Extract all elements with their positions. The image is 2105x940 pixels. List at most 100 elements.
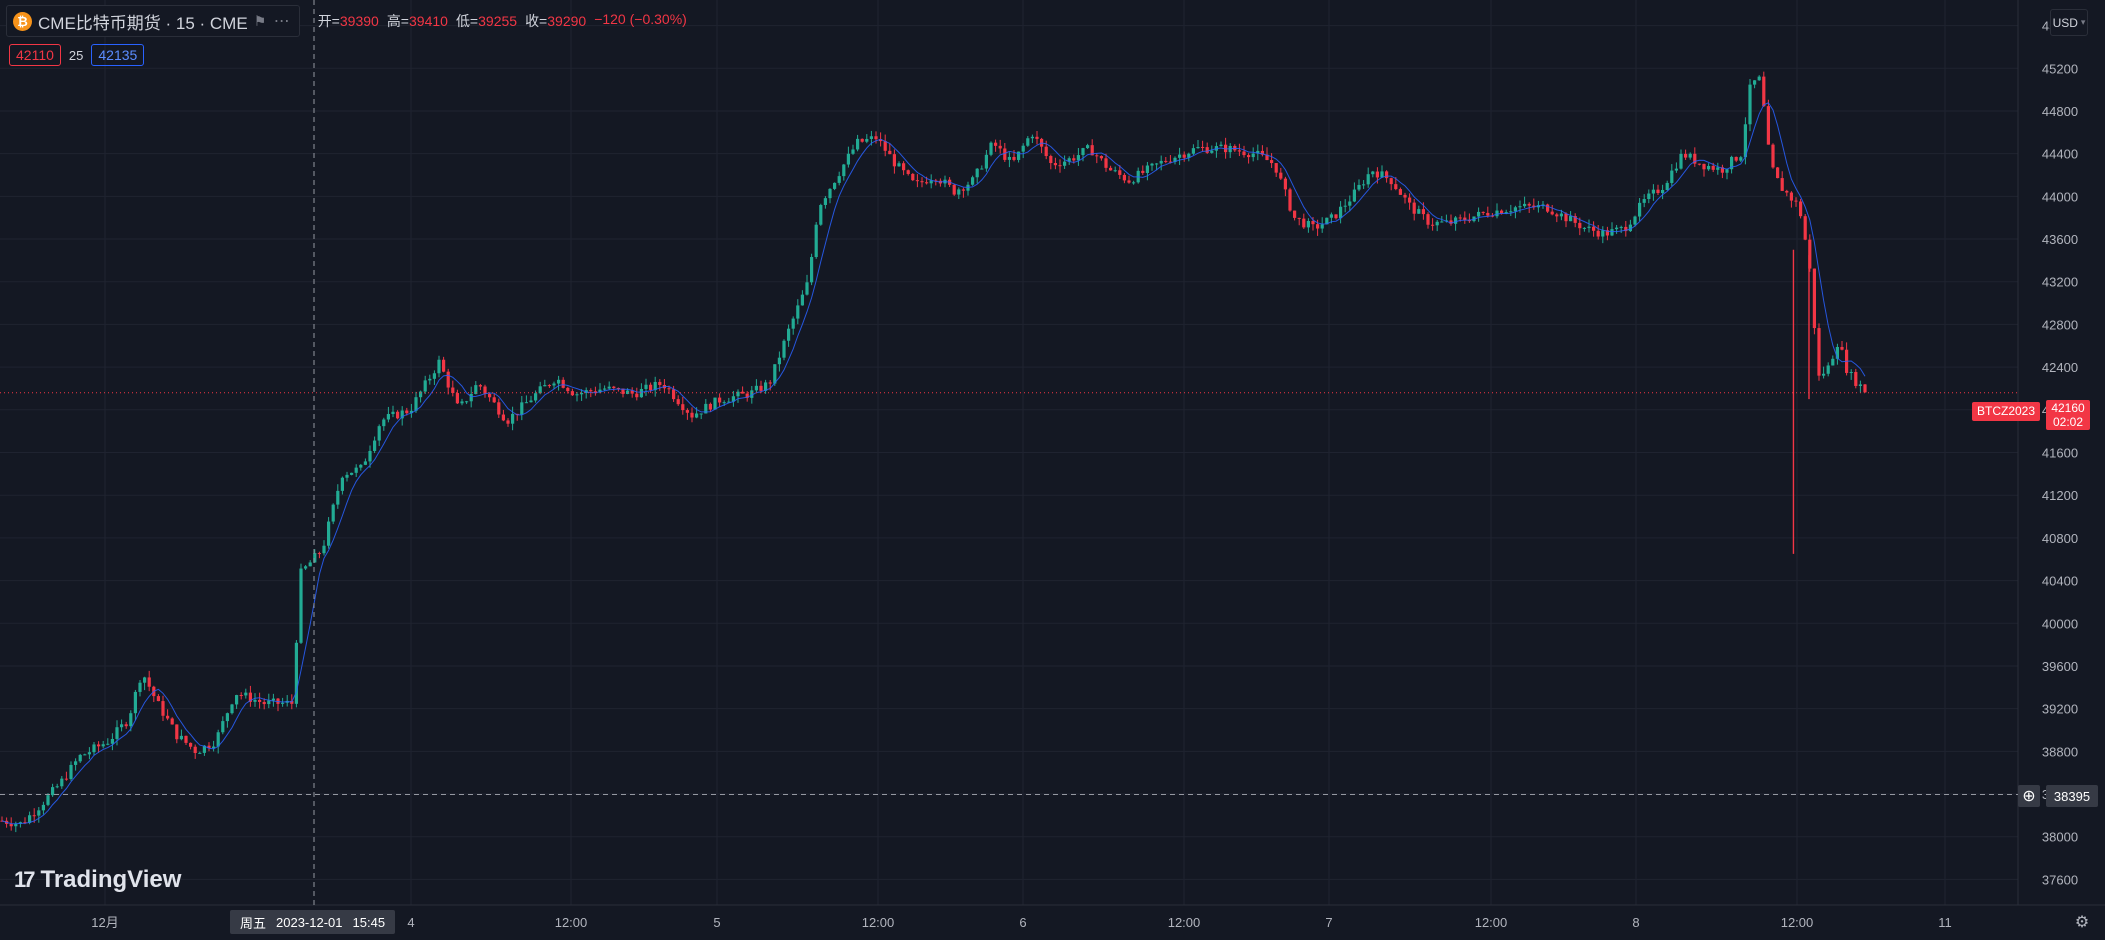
candle-body xyxy=(1863,384,1867,393)
y-tick-label: 39600 xyxy=(2042,659,2078,674)
candle-body xyxy=(469,393,473,402)
candle-body xyxy=(1247,155,1251,158)
candle-body xyxy=(1771,144,1775,168)
candle-body xyxy=(161,701,165,716)
candle-body xyxy=(1730,156,1734,170)
candle-body xyxy=(1375,171,1379,178)
candle-body xyxy=(1431,224,1435,226)
symbol-selector[interactable]: ₿ CME比特币期货 · 15 · CME ⚑ ⋯ xyxy=(6,5,300,37)
candle-body xyxy=(984,154,988,169)
candle-body xyxy=(1270,160,1274,164)
tradingview-logo[interactable]: 17 TradingView xyxy=(14,866,181,894)
candle-body xyxy=(437,359,441,374)
candle-body xyxy=(1679,153,1683,169)
candle-body xyxy=(561,379,565,388)
candle-body xyxy=(607,386,611,389)
candle-body xyxy=(980,168,984,170)
candle-body xyxy=(483,386,487,394)
candle-body xyxy=(957,189,961,195)
candle-body xyxy=(1012,156,1016,160)
candle-body xyxy=(28,815,32,823)
candle-body xyxy=(9,823,13,827)
candle-body xyxy=(474,385,478,394)
candle-body xyxy=(1725,169,1729,173)
candle-body xyxy=(989,142,993,155)
currency-button[interactable]: USD ▾ xyxy=(2050,9,2088,36)
candle-body xyxy=(1357,184,1361,190)
candle-body xyxy=(1826,365,1830,374)
candle-body xyxy=(1182,154,1186,158)
y-tick-label: 44800 xyxy=(2042,104,2078,119)
candle-body xyxy=(290,700,294,704)
candle-body xyxy=(1472,216,1476,222)
candle-body xyxy=(658,381,662,385)
candle-body xyxy=(722,402,726,404)
candle-body xyxy=(1164,160,1168,162)
candle-body xyxy=(1449,220,1453,224)
ohlc-close: 收=39290 xyxy=(525,13,587,29)
y-tick-label: 41200 xyxy=(2042,488,2078,503)
candle-body xyxy=(883,141,887,151)
candle-body xyxy=(64,778,68,780)
candle-body xyxy=(791,318,795,329)
candle-body xyxy=(727,401,731,403)
candle-body xyxy=(1408,197,1412,203)
x-tick-label: 7 xyxy=(1325,915,1332,930)
candle-body xyxy=(1095,155,1099,157)
candle-body xyxy=(1711,165,1715,170)
candle-body xyxy=(520,402,524,415)
candle-body xyxy=(460,401,464,404)
gear-icon[interactable]: ⚙ xyxy=(2074,914,2090,931)
candle-body xyxy=(1661,189,1665,194)
candle-body xyxy=(446,371,450,388)
candle-body xyxy=(1026,138,1030,146)
x-tick-label: 6 xyxy=(1019,915,1026,930)
candle-body xyxy=(184,735,188,743)
candle-body xyxy=(1191,148,1195,154)
candle-body xyxy=(1090,145,1094,156)
candle-body xyxy=(1435,221,1439,226)
candle-body xyxy=(1642,199,1646,203)
sell-button[interactable]: 42110 xyxy=(9,44,61,66)
candle-body xyxy=(796,305,800,319)
candle-body xyxy=(1518,206,1522,208)
candle-body xyxy=(1003,148,1007,160)
buy-button[interactable]: 42135 xyxy=(91,44,145,66)
candle-body xyxy=(1237,150,1241,152)
candle-body xyxy=(87,752,91,755)
candle-body xyxy=(1849,372,1853,374)
candle-body xyxy=(1380,171,1384,178)
candle-body xyxy=(368,450,372,462)
candle-body xyxy=(1348,201,1352,206)
candle-body xyxy=(386,414,390,420)
candle-body xyxy=(1127,180,1131,183)
candle-body xyxy=(713,397,717,410)
candle-body xyxy=(354,467,358,473)
candle-body xyxy=(529,400,533,403)
candle-body xyxy=(952,184,956,195)
candle-body xyxy=(501,414,505,421)
spread-value: 25 xyxy=(68,47,84,63)
candle-body xyxy=(1256,150,1260,154)
candle-body xyxy=(1794,200,1798,202)
candle-body xyxy=(543,385,547,387)
candle-body xyxy=(1352,189,1356,202)
candle-body xyxy=(1118,170,1122,175)
flag-icon[interactable]: ⚑ xyxy=(253,13,267,29)
candle-body xyxy=(846,153,850,165)
candle-body xyxy=(179,735,183,740)
y-tick-label: 38000 xyxy=(2042,830,2078,845)
candle-body xyxy=(143,677,147,683)
candle-body xyxy=(281,702,285,704)
more-icon[interactable]: ⋯ xyxy=(273,13,291,30)
candle-body xyxy=(124,724,128,727)
logo-text: TradingView xyxy=(40,866,182,893)
candle-body xyxy=(331,504,335,522)
candle-body xyxy=(630,390,634,394)
add-alert-plus-icon[interactable]: ⊕ xyxy=(2018,785,2040,807)
candle-body xyxy=(874,136,878,140)
candle-body xyxy=(685,410,689,413)
candle-body xyxy=(1780,178,1784,191)
